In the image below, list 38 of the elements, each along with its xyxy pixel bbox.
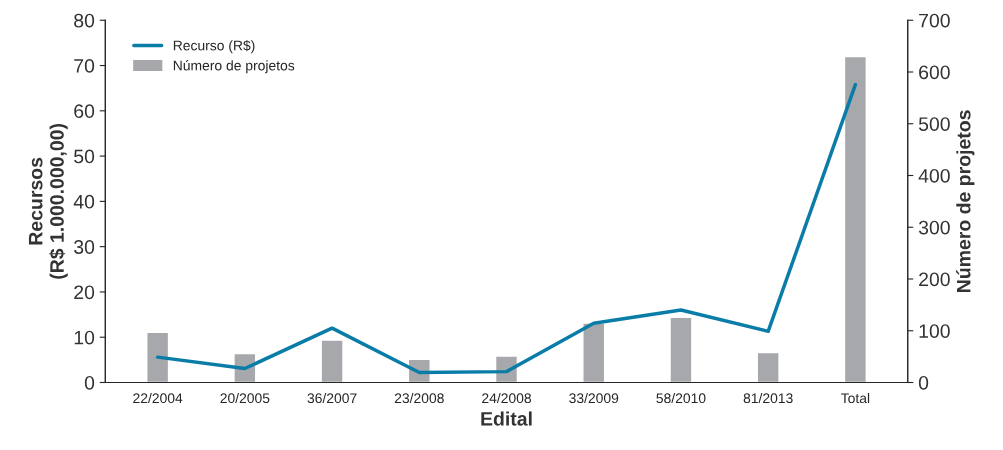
y-tick-label: 30 [74, 240, 95, 254]
x-axis-title: Edital [481, 411, 532, 426]
y-tick-label: 40 [73, 194, 95, 209]
bar [582, 322, 606, 383]
x-tick-label: 36/2007 [307, 392, 357, 404]
y2-tick-label: 0 [918, 375, 929, 390]
bar [669, 316, 693, 383]
y2-tick-label: 100 [919, 324, 950, 338]
x-tick-label: 22/2004 [133, 392, 183, 404]
y-tick-label: 50 [74, 149, 95, 164]
bar [320, 339, 344, 383]
y-tick-label: 0 [84, 375, 95, 390]
y-tick-label: 20 [74, 285, 95, 300]
y2-tick-label: 400 [918, 168, 950, 183]
x-tick-label: 24/2008 [482, 392, 532, 404]
y2-tick-label: 300 [918, 220, 950, 235]
y-tick-label: 10 [74, 330, 95, 345]
y-tick-label: 60 [74, 104, 95, 119]
y2-tick-label: 500 [918, 117, 950, 131]
x-tick-label: 58/2010 [656, 392, 706, 404]
legend-label: Número de projetos [173, 60, 295, 74]
bar [756, 351, 780, 383]
bar [146, 331, 170, 383]
line-series [155, 82, 858, 375]
y2-tick-label: 700 [919, 13, 950, 28]
y-tick-label: 80 [74, 13, 95, 28]
x-tick-label: 20/2005 [220, 392, 270, 404]
y2-axis-title: Número de projetos [956, 110, 975, 292]
y2-tick-label: 200 [919, 272, 950, 287]
y-tick-label: 70 [74, 59, 95, 73]
y-axis-title: Recursos (R$ 1.000.000,00) [28, 123, 68, 279]
y2-tick-label: 600 [919, 65, 950, 80]
x-tick-label: 23/2008 [394, 392, 444, 404]
x-tick-label: 81/2013 [743, 392, 793, 404]
x-tick-label: 33/2009 [569, 392, 619, 404]
bar [843, 55, 867, 383]
x-tick-label: Total [841, 392, 870, 404]
legend-label: Recurso (R$) [173, 39, 255, 54]
